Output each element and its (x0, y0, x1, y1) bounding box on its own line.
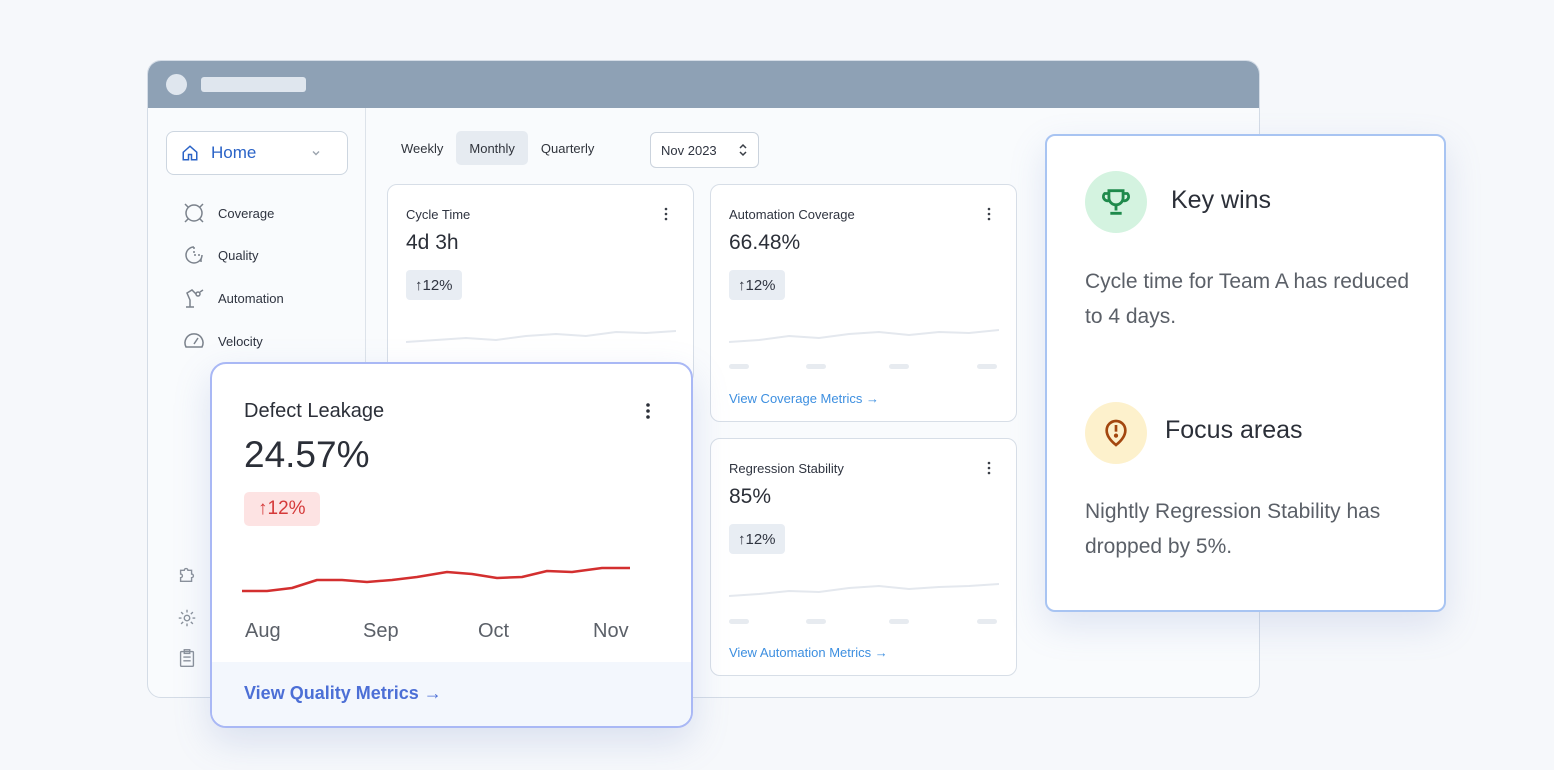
axis-placeholder (806, 364, 826, 369)
automation-coverage-card[interactable]: Automation Coverage 66.48% ↑ 12% View Cov… (710, 184, 1017, 422)
sparkline-coverage (729, 329, 999, 343)
insights-card: Key wins Cycle time for Team A has reduc… (1045, 134, 1446, 612)
month-label: Nov (593, 620, 629, 642)
change-value: 12% (745, 276, 776, 294)
card-title: Regression Stability (729, 461, 844, 476)
home-select[interactable]: Home (166, 131, 348, 175)
quality-icon (185, 246, 203, 264)
month-label: Sep (363, 620, 399, 642)
sparkline-cycle-time (406, 330, 676, 343)
window-dot (166, 74, 187, 95)
sidebar-item-automation[interactable]: Automation (182, 286, 284, 310)
key-wins-text: Cycle time for Team A has reduced to 4 d… (1085, 270, 1410, 328)
arrow-up-icon: ↑ (415, 276, 423, 294)
card-title: Cycle Time (406, 207, 471, 222)
window-titlebar (148, 61, 1259, 108)
sidebar-item-coverage[interactable]: Coverage (182, 201, 274, 225)
defect-leakage-card[interactable]: Defect Leakage 24.57% ↑ 12% Aug Sep Oct N… (210, 362, 693, 728)
coverage-icon (184, 203, 204, 223)
axis-placeholder (977, 364, 997, 369)
automation-icon (186, 289, 204, 308)
change-value: 12% (422, 276, 453, 294)
alert-icon-wrap (1085, 402, 1147, 464)
sidebar: Home Coverage Quality Automation Velocit… (148, 108, 366, 697)
focus-areas-text: Nightly Regression Stability has dropped… (1085, 500, 1381, 558)
card-value: 66.48% (729, 231, 801, 254)
card-footer: View Quality Metrics → (212, 662, 691, 726)
month-label: Aug (245, 620, 281, 642)
view-quality-metrics-link[interactable]: View Quality Metrics → (244, 683, 442, 703)
change-badge: ↑ 12% (729, 524, 785, 554)
axis-placeholder (729, 619, 749, 624)
month-label: Oct (478, 620, 510, 642)
focus-areas-title: Focus areas (1165, 416, 1303, 444)
axis-placeholder (889, 364, 909, 369)
more-options-icon[interactable] (661, 207, 671, 221)
period-tabs: Weekly Monthly Quarterly (388, 131, 607, 165)
home-icon (182, 145, 198, 161)
axis-placeholder (889, 619, 909, 624)
velocity-icon (184, 333, 204, 348)
regression-stability-card[interactable]: Regression Stability 85% ↑ 12% View Autom… (710, 438, 1017, 676)
change-value: 12% (745, 530, 776, 548)
change-badge: ↑ 12% (244, 492, 320, 526)
sparkline-regression (729, 583, 999, 597)
more-options-icon[interactable] (643, 402, 653, 420)
defect-trend-line (242, 566, 630, 593)
change-value: 12% (267, 498, 306, 519)
sidebar-item-label: Coverage (218, 205, 275, 221)
view-coverage-metrics-link[interactable]: View Coverage Metrics → (729, 391, 880, 406)
window-title-placeholder (201, 77, 306, 92)
more-options-icon[interactable] (984, 461, 994, 475)
sidebar-item-velocity[interactable]: Velocity (182, 329, 263, 353)
change-badge: ↑ 12% (406, 270, 462, 300)
trophy-icon (1102, 189, 1130, 215)
chevron-down-icon (312, 151, 320, 156)
more-options-icon[interactable] (984, 207, 994, 221)
card-title: Defect Leakage (244, 400, 385, 422)
updown-chevron-icon (739, 143, 747, 157)
alert-icon (1105, 419, 1127, 447)
card-title: Automation Coverage (729, 207, 855, 222)
change-badge: ↑ 12% (729, 270, 785, 300)
date-value: Nov 2023 (661, 142, 717, 158)
sidebar-item-label: Velocity (218, 333, 263, 349)
gear-icon[interactable] (176, 607, 198, 629)
sidebar-item-label: Quality (218, 247, 259, 263)
view-automation-metrics-link[interactable]: View Automation Metrics → (729, 645, 888, 660)
arrow-up-icon: ↑ (258, 498, 268, 519)
axis-placeholder (977, 619, 997, 624)
tab-weekly[interactable]: Weekly (401, 140, 444, 156)
card-value: 24.57% (244, 434, 370, 475)
home-label: Home (211, 143, 257, 162)
puzzle-icon[interactable] (176, 563, 198, 585)
clipboard-icon[interactable] (176, 647, 198, 669)
arrow-up-icon: ↑ (738, 276, 746, 294)
tab-monthly[interactable]: Monthly (456, 131, 528, 165)
tab-quarterly[interactable]: Quarterly (540, 140, 595, 156)
axis-placeholder (729, 364, 749, 369)
card-value: 85% (729, 485, 772, 508)
date-picker[interactable]: Nov 2023 (650, 132, 759, 168)
trophy-icon-wrap (1085, 171, 1147, 233)
axis-placeholder (806, 619, 826, 624)
key-wins-title: Key wins (1171, 186, 1272, 214)
arrow-up-icon: ↑ (738, 530, 746, 548)
sidebar-item-quality[interactable]: Quality (182, 243, 258, 267)
card-value: 4d 3h (406, 231, 459, 254)
sidebar-item-label: Automation (218, 290, 284, 306)
cycle-time-card[interactable]: Cycle Time 4d 3h ↑ 12% (387, 184, 694, 384)
